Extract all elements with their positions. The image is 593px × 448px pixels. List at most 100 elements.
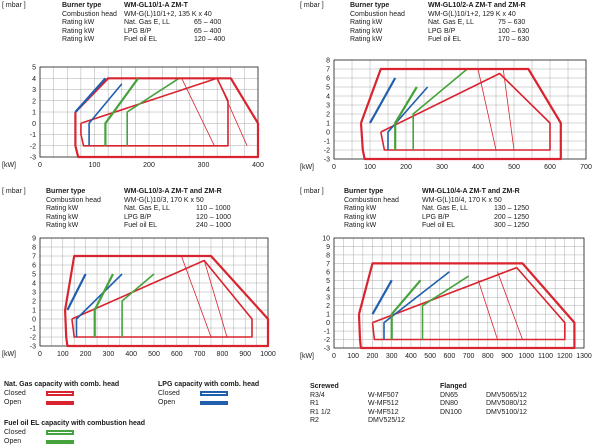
valve-size: R1 1/2 bbox=[310, 408, 331, 416]
valve-model: W-MF512 bbox=[368, 400, 399, 408]
y-tick-label: 8 bbox=[32, 245, 36, 252]
y-tick-label: 5 bbox=[32, 272, 36, 279]
x-tick-label: 400 bbox=[472, 164, 484, 171]
rating-range: 100 – 630 bbox=[498, 27, 530, 35]
y-tick-label: 7 bbox=[32, 254, 36, 261]
x-tick-label: 300 bbox=[386, 353, 398, 360]
series-line-lpg-open bbox=[387, 86, 429, 150]
x-tick-label: 1000 bbox=[260, 351, 276, 358]
header-value: LPG B/P bbox=[124, 27, 152, 35]
series-line-nat_gas-open bbox=[71, 259, 253, 338]
header-key: Rating kW bbox=[46, 205, 79, 213]
x-tick-label: 400 bbox=[252, 162, 264, 169]
y-tick-label: 4 bbox=[32, 281, 36, 288]
series-line-fuel_oil-open bbox=[126, 77, 180, 146]
header-value: Fuel oil EL bbox=[428, 36, 462, 44]
legend-swatch-fuel-oil-open bbox=[46, 439, 74, 444]
x-tick-label: 100 bbox=[364, 164, 376, 171]
y-tick-label: -3 bbox=[324, 157, 330, 164]
y-tick-label: 5 bbox=[32, 65, 36, 72]
legend-swatch-nat-gas-closed bbox=[46, 391, 74, 396]
valves-flanged-title: Flanged bbox=[440, 383, 467, 390]
valve-model: DMV5080/12 bbox=[486, 400, 527, 408]
rating-range: 65 – 400 bbox=[194, 19, 222, 27]
y-tick-label: 3 bbox=[326, 295, 330, 302]
valves-flanged: Flanged DN65 DMV5065/12 DN80 DMV5080/12 DN… bbox=[440, 383, 527, 417]
header-key: Rating kW bbox=[62, 19, 95, 27]
header-key: Combustion head bbox=[344, 196, 399, 204]
header-key: Rating kW bbox=[350, 36, 383, 44]
y-tick-label: 3 bbox=[326, 103, 330, 110]
x-tick-label: 0 bbox=[332, 164, 336, 171]
series-line-fuel_oil-open bbox=[412, 68, 468, 150]
x-tick-label: 900 bbox=[239, 351, 251, 358]
y-tick-label: -1 bbox=[30, 326, 36, 333]
y-tick-label: 6 bbox=[326, 269, 330, 276]
legend-closed-label: Closed bbox=[4, 429, 26, 436]
valve-model: DMV5065/12 bbox=[486, 391, 527, 399]
y-tick-label: 8 bbox=[326, 58, 330, 65]
chart-plot: -3 -2 -1 0 1 2 3 4 5 0 100 200 300 400 [kW] bbox=[2, 65, 264, 170]
y-unit-label: [ mbar ] bbox=[300, 2, 324, 9]
header-key: Rating kW bbox=[46, 222, 79, 230]
header-key: Combustion head bbox=[46, 196, 101, 204]
header-value: LPG B/P bbox=[124, 213, 152, 221]
y-tick-label: 6 bbox=[32, 263, 36, 270]
y-unit-label: [ mbar ] bbox=[2, 2, 26, 9]
burner-type: WM-GL10/1-A ZM-T bbox=[124, 2, 188, 9]
legend-title: LPG capacity with comb. head bbox=[158, 381, 260, 388]
burner-type-label: Burner type bbox=[350, 2, 390, 9]
valve-model: DMV525/12 bbox=[368, 417, 405, 425]
y-tick-label: 0 bbox=[32, 121, 36, 128]
rating-range: 130 – 1250 bbox=[494, 205, 530, 213]
series-line-lpg-open bbox=[383, 271, 450, 340]
x-tick-label: 600 bbox=[171, 351, 183, 358]
legend-title: Nat. Gas capacity with comb. head bbox=[4, 381, 120, 388]
header-key: Rating kW bbox=[350, 19, 383, 27]
y-tick-label: 0 bbox=[326, 320, 330, 327]
valves-screwed-title: Screwed bbox=[310, 383, 339, 390]
header-key: Combustion head bbox=[62, 10, 117, 18]
series-line-lpg-open bbox=[88, 83, 123, 146]
header-key: Rating kW bbox=[344, 222, 377, 230]
y-tick-label: 4 bbox=[326, 94, 330, 101]
guide-line bbox=[181, 78, 215, 146]
series-line-fuel_oil-open bbox=[421, 275, 470, 340]
x-tick-label: 300 bbox=[436, 164, 448, 171]
x-unit-label: [kW] bbox=[300, 164, 314, 171]
series-line-nat_gas-closed bbox=[359, 67, 562, 161]
y-tick-label: 10 bbox=[322, 236, 330, 243]
rating-range: 240 – 1000 bbox=[196, 222, 232, 230]
burner-type: WM-GL10/4-A ZM-T and ZM-R bbox=[422, 188, 520, 195]
x-unit-label: [kW] bbox=[2, 162, 16, 169]
y-tick-label: 4 bbox=[32, 76, 36, 83]
x-tick-label: 900 bbox=[501, 353, 513, 360]
burner-type-label: Burner type bbox=[344, 188, 384, 195]
y-tick-label: 6 bbox=[326, 76, 330, 83]
series-line-nat_gas-open bbox=[371, 266, 566, 341]
burner-type: WM-GL10/3-A ZM-T and ZM-R bbox=[124, 188, 222, 195]
valve-model: W-MF507 bbox=[368, 391, 399, 399]
header-value: Nat. Gas E, LL bbox=[124, 205, 170, 213]
y-tick-label: -2 bbox=[30, 143, 36, 150]
chart-panel-1: [ mbar ] Burner type Combustion head Rat… bbox=[0, 0, 290, 180]
rating-range: 65 – 400 bbox=[194, 27, 222, 35]
x-tick-label: 100 bbox=[347, 353, 359, 360]
x-tick-label: 600 bbox=[444, 353, 456, 360]
legend-open-label: Open bbox=[4, 399, 22, 406]
header-value: LPG B/P bbox=[422, 213, 450, 221]
valve-model: W-MF512 bbox=[368, 408, 399, 416]
header-value: Fuel oil EL bbox=[124, 222, 158, 230]
x-tick-label: 500 bbox=[424, 353, 436, 360]
x-tick-label: 700 bbox=[194, 351, 206, 358]
header-value: WM-G(L)10/1+2, 135 K x 40 bbox=[124, 10, 212, 18]
x-tick-label: 100 bbox=[89, 162, 101, 169]
legend-open-label: Open bbox=[4, 438, 22, 445]
series-line-fuel_oil-closed bbox=[390, 279, 422, 340]
series-line-nat_gas-closed bbox=[357, 262, 576, 350]
y-tick-label: 9 bbox=[32, 236, 36, 243]
valve-size: R3/4 bbox=[310, 391, 325, 399]
y-tick-label: 1 bbox=[32, 308, 36, 315]
chart-panel-3: [ mbar ] Burner type Combustion head Rat… bbox=[0, 186, 290, 366]
y-tick-label: -1 bbox=[324, 329, 330, 336]
